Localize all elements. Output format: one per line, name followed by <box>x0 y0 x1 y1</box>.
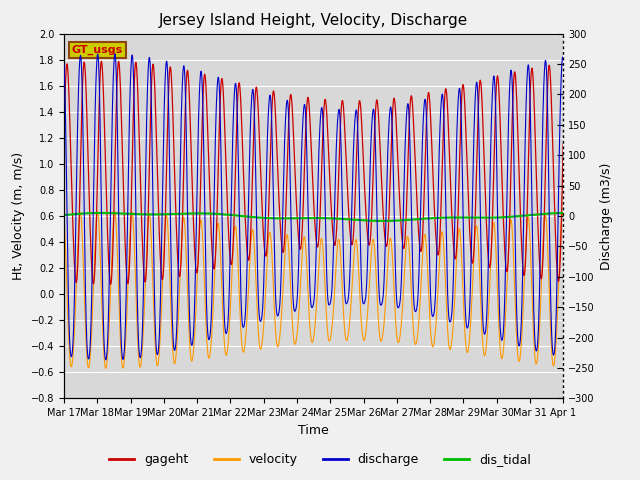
Y-axis label: Discharge (m3/s): Discharge (m3/s) <box>600 162 613 270</box>
X-axis label: Time: Time <box>298 424 329 437</box>
Text: GT_usgs: GT_usgs <box>72 45 123 55</box>
Title: Jersey Island Height, Velocity, Discharge: Jersey Island Height, Velocity, Discharg… <box>159 13 468 28</box>
Legend: gageht, velocity, discharge, dis_tidal: gageht, velocity, discharge, dis_tidal <box>104 448 536 471</box>
Y-axis label: Ht, Velocity (m, m/s): Ht, Velocity (m, m/s) <box>12 152 25 280</box>
